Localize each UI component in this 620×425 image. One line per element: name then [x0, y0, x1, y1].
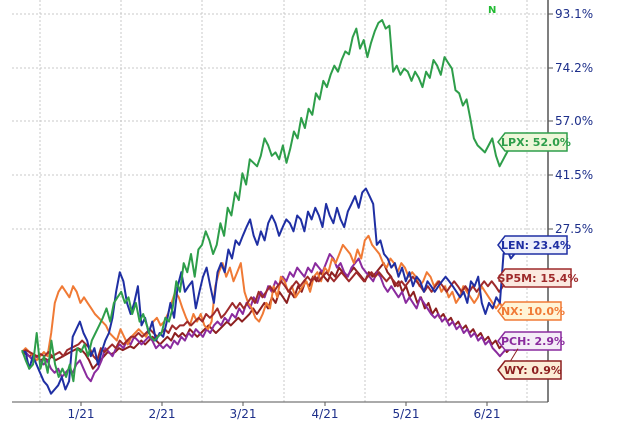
end-label-sp5m: SP5M: 15.4%	[497, 268, 579, 288]
series-lines	[21, 19, 519, 395]
y-tick-label: 74.2%	[555, 61, 593, 75]
end-label-text: SP5M: 15.4%	[498, 272, 579, 285]
end-label-len: LEN: 23.4%	[497, 235, 571, 255]
series-line-len	[22, 187, 519, 395]
x-axis-ticks: 1/21 2/21 3/21 4/21 5/21 6/21	[68, 402, 501, 421]
end-label-box	[497, 132, 568, 152]
end-label-text: PCH: 2.9%	[501, 335, 565, 348]
end-label-box	[497, 360, 562, 380]
end-label-nx: NX: 10.0%	[497, 301, 565, 321]
x-tick-label: 2/21	[149, 407, 176, 421]
x-tick-label: 6/21	[474, 407, 501, 421]
end-label-pch: PCH: 2.9%	[497, 331, 565, 351]
x-tick-label: 5/21	[393, 407, 420, 421]
series-line-lpx	[21, 19, 519, 383]
end-label-box	[497, 331, 562, 351]
end-label-box	[497, 301, 562, 321]
end-label-text: WY: 0.9%	[504, 364, 562, 377]
y-tick-label: 27.5%	[555, 222, 593, 236]
series-line-sp5m	[21, 271, 519, 362]
y-tick-label: 57.0%	[555, 114, 593, 128]
y-tick-label: 41.5%	[555, 168, 593, 182]
x-tick-label: 1/21	[68, 407, 95, 421]
n-marker: N	[488, 5, 496, 16]
x-tick-label: 4/21	[312, 407, 339, 421]
end-label-lpx: LPX: 52.0%	[497, 132, 571, 152]
end-label-box	[497, 268, 572, 288]
end-label-text: LPX: 52.0%	[501, 136, 571, 149]
end-label-box	[497, 235, 568, 255]
grid-lines	[12, 0, 548, 402]
y-axis-ticks: 93.1% 74.2% 57.0% 41.5% 27.5%	[548, 7, 593, 236]
end-label-text: LEN: 23.4%	[501, 239, 571, 252]
x-tick-label: 3/21	[230, 407, 257, 421]
series-line-pch	[22, 253, 519, 383]
series-end-labels: LPX: 52.0% LEN: 23.4% SP5M: 15.4% NX: 10.0%…	[497, 132, 579, 380]
end-label-wy: WY: 0.9%	[497, 348, 562, 380]
y-tick-label: 93.1%	[555, 7, 593, 21]
end-label-text: NX: 10.0%	[501, 305, 565, 318]
